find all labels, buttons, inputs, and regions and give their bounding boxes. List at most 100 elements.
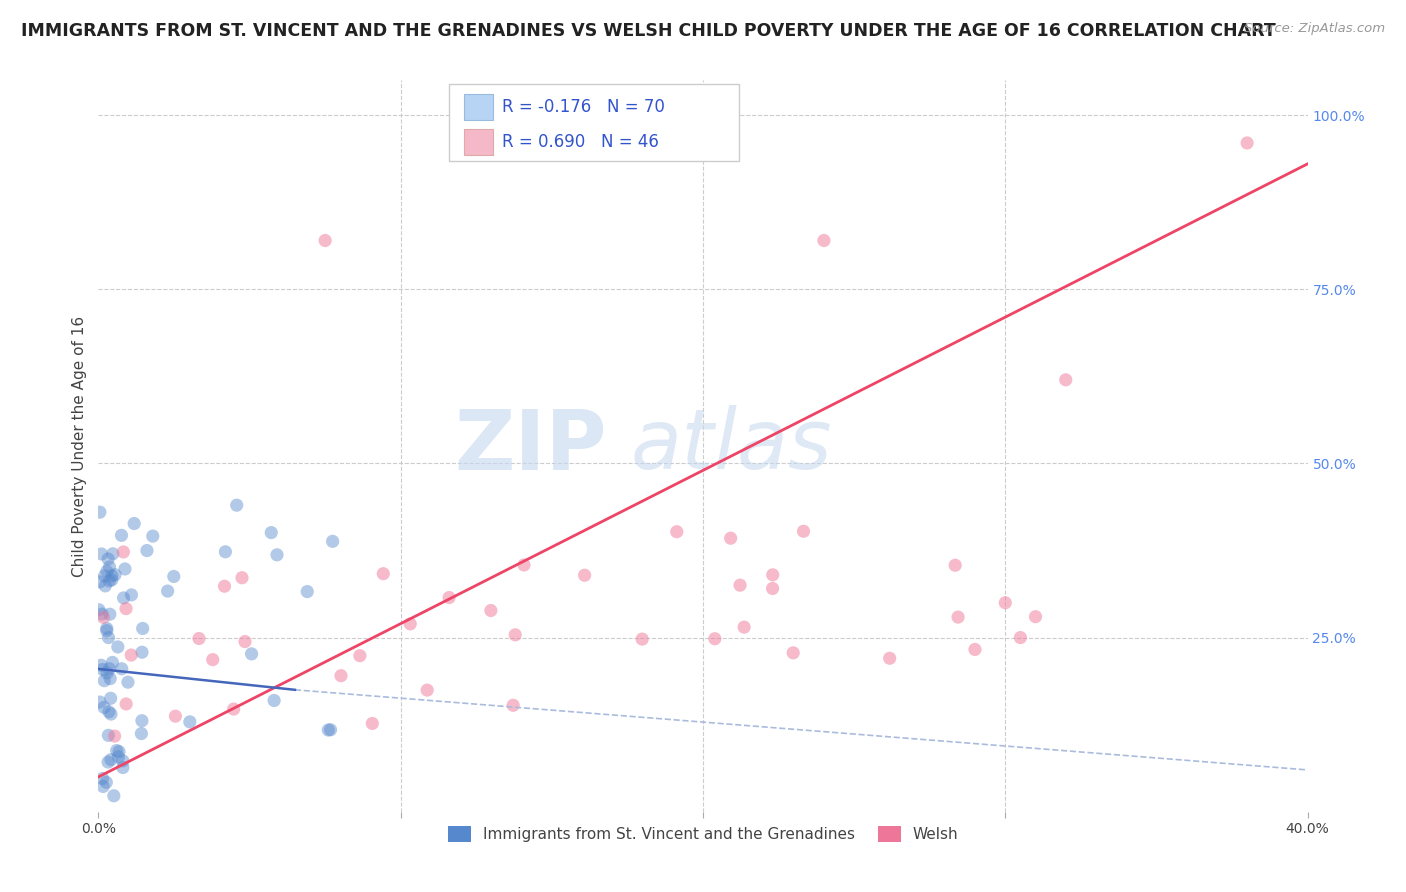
Point xyxy=(214,579,236,593)
Point xyxy=(111,760,134,774)
Point xyxy=(110,528,132,542)
Point xyxy=(879,651,901,665)
Point xyxy=(120,648,142,662)
Point xyxy=(502,698,524,713)
Point xyxy=(574,568,596,582)
Point xyxy=(266,548,288,562)
FancyBboxPatch shape xyxy=(464,129,492,155)
Point xyxy=(108,745,131,759)
Point xyxy=(720,531,742,545)
Point xyxy=(98,662,121,676)
Y-axis label: Child Poverty Under the Age of 16: Child Poverty Under the Age of 16 xyxy=(72,316,87,576)
Text: R = -0.176   N = 70: R = -0.176 N = 70 xyxy=(502,97,665,116)
Point xyxy=(101,573,124,587)
Point xyxy=(90,658,112,673)
Point xyxy=(115,697,138,711)
Point xyxy=(115,601,138,615)
Point xyxy=(813,234,835,248)
Point xyxy=(122,516,145,531)
Point xyxy=(100,707,122,722)
Point xyxy=(946,610,969,624)
Point xyxy=(98,672,121,686)
Point xyxy=(87,603,110,617)
Point xyxy=(131,726,153,740)
Point xyxy=(96,624,118,638)
Point xyxy=(943,558,966,573)
Point xyxy=(114,562,136,576)
Point xyxy=(100,691,122,706)
Point xyxy=(416,683,439,698)
Point xyxy=(131,622,153,636)
Point xyxy=(188,632,211,646)
Point xyxy=(96,775,118,789)
Point xyxy=(96,665,118,680)
Point xyxy=(90,547,112,561)
Point xyxy=(111,754,134,768)
Point xyxy=(93,673,115,688)
Point xyxy=(963,642,986,657)
Point xyxy=(101,568,124,582)
Point xyxy=(156,584,179,599)
Point xyxy=(98,560,121,574)
Point xyxy=(762,567,785,582)
Point xyxy=(105,743,128,757)
Point xyxy=(322,534,344,549)
Point xyxy=(1024,609,1046,624)
Point xyxy=(792,524,814,539)
Point xyxy=(201,653,224,667)
Point xyxy=(101,547,124,561)
Point xyxy=(994,596,1017,610)
FancyBboxPatch shape xyxy=(464,95,492,120)
Point xyxy=(728,578,751,592)
Point xyxy=(96,622,118,636)
Point xyxy=(222,702,245,716)
Point xyxy=(89,695,111,709)
Text: ZIP: ZIP xyxy=(454,406,606,486)
Point xyxy=(165,709,187,723)
Point xyxy=(91,607,114,621)
Point xyxy=(179,714,201,729)
Point xyxy=(107,640,129,654)
Point xyxy=(263,693,285,707)
Point xyxy=(97,631,120,645)
Point xyxy=(93,569,115,583)
Point xyxy=(91,662,114,676)
Point xyxy=(316,723,339,737)
Point xyxy=(399,616,422,631)
Point xyxy=(131,714,153,728)
Point xyxy=(91,772,114,786)
Point xyxy=(100,753,122,767)
Point xyxy=(1236,136,1258,150)
Point xyxy=(297,584,319,599)
Text: IMMIGRANTS FROM ST. VINCENT AND THE GRENADINES VS WELSH CHILD POVERTY UNDER THE : IMMIGRANTS FROM ST. VINCENT AND THE GREN… xyxy=(21,22,1275,40)
Point xyxy=(761,582,783,596)
Point xyxy=(703,632,725,646)
Point xyxy=(330,669,353,683)
Point xyxy=(101,656,124,670)
Point xyxy=(503,628,526,642)
Point xyxy=(94,579,117,593)
Point xyxy=(97,705,120,719)
Point xyxy=(107,749,129,764)
Point xyxy=(93,610,115,624)
Point xyxy=(240,647,263,661)
Point xyxy=(112,545,135,559)
Point xyxy=(96,564,118,578)
Text: atlas: atlas xyxy=(630,406,832,486)
Text: R = 0.690   N = 46: R = 0.690 N = 46 xyxy=(502,133,659,151)
Point xyxy=(349,648,371,663)
Point xyxy=(97,552,120,566)
Point xyxy=(104,567,127,582)
Point xyxy=(314,234,336,248)
Point xyxy=(136,543,159,558)
Point xyxy=(225,498,247,512)
Point xyxy=(373,566,395,581)
Point xyxy=(97,755,120,769)
Point xyxy=(112,591,135,605)
Point xyxy=(1054,373,1077,387)
Point xyxy=(214,545,236,559)
Point xyxy=(361,716,384,731)
Point xyxy=(103,789,125,803)
Point xyxy=(437,591,460,605)
Point xyxy=(131,645,153,659)
